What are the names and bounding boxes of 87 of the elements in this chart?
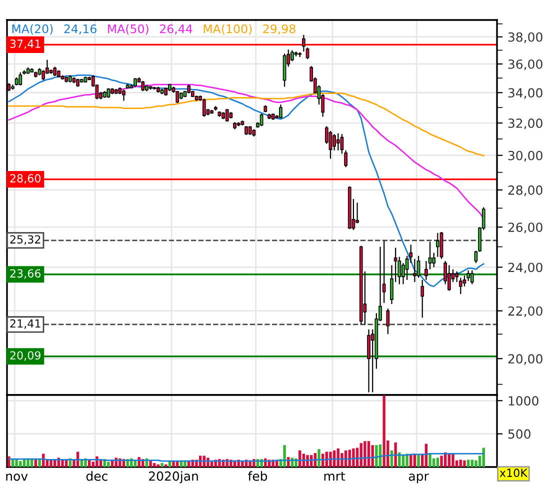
candlestick [386, 308, 390, 335]
candlestick [336, 132, 340, 151]
ref-line-label: 21,41 [10, 319, 40, 329]
y-tick-label: 32,00 [508, 118, 542, 130]
bar [318, 449, 320, 467]
bar [8, 456, 10, 467]
bar [210, 462, 214, 467]
bar [160, 463, 164, 467]
candlestick [122, 89, 126, 102]
x-tick-label: feb [248, 471, 268, 481]
bar [364, 441, 366, 467]
annotation: 26,44 [160, 24, 192, 35]
bar [406, 454, 408, 467]
x-tick-label: nov [6, 474, 28, 481]
ref-line-label: 28,60 [10, 174, 41, 184]
bar [19, 461, 22, 467]
bar [432, 458, 436, 467]
candlestick [455, 270, 458, 283]
candlestick [302, 34, 306, 52]
y-tick-label: 28,00 [508, 185, 542, 196]
y-tick-label: 30,00 [508, 150, 542, 162]
candlestick [279, 104, 282, 119]
bar [371, 445, 374, 467]
candlestick [440, 231, 444, 260]
y-tick-label: 34,00 [508, 88, 542, 99]
candlestick [176, 90, 180, 104]
ref-line-label: 37,41 [10, 40, 40, 50]
y-tick-label: 36,00 [508, 59, 542, 70]
bar [172, 461, 175, 467]
ref-line-label: 25,32 [10, 235, 40, 245]
y-tick-label: 1000 [508, 396, 538, 406]
x-tick-label: 2020jan [149, 471, 198, 484]
candlestick [470, 270, 474, 285]
line-series [8, 453, 484, 462]
y-tick-label: 20,00 [508, 354, 542, 365]
candlestick [413, 258, 416, 283]
candlestick [260, 113, 264, 127]
candlestick [225, 108, 229, 122]
bar [436, 458, 440, 467]
candlestick [106, 88, 110, 98]
bar [402, 455, 405, 467]
x-tick-label: dec [86, 471, 108, 481]
candlestick [53, 66, 57, 76]
bar [149, 461, 152, 467]
y-tick-label: 24,00 [508, 262, 542, 274]
candlestick [18, 72, 22, 86]
candlestick [332, 134, 336, 151]
ref-line-label: 23,66 [10, 269, 41, 279]
bar [394, 442, 397, 467]
bar [417, 454, 420, 467]
y-tick-label: 22,00 [508, 306, 542, 318]
bar [470, 460, 474, 467]
bar [329, 452, 332, 467]
bar [15, 459, 18, 467]
bar [466, 460, 470, 467]
bar [38, 459, 41, 467]
bar [107, 462, 110, 467]
candlestick [436, 232, 440, 258]
y-tick-label: 500 [508, 429, 530, 439]
candlestick [420, 279, 424, 318]
text: MA(50) [108, 24, 148, 35]
y-tick-label: 26,00 [508, 222, 542, 234]
y-tick-label: 38,00 [508, 32, 542, 44]
candlestick [202, 98, 206, 118]
bar [452, 454, 454, 467]
bar [241, 461, 244, 467]
annotation: 29,98 [263, 24, 296, 35]
candlestick [141, 80, 145, 92]
candlestick [447, 264, 451, 292]
bar [153, 463, 156, 467]
x-tick-label: apr [408, 474, 429, 484]
bar [440, 456, 443, 467]
candlestick [432, 252, 436, 268]
text: MA(20) [12, 24, 53, 35]
bar [283, 445, 286, 467]
bar [463, 460, 466, 467]
candlestick [328, 130, 332, 160]
bar [352, 448, 355, 467]
x-tick-label: mrt [324, 472, 346, 481]
bar [459, 460, 462, 467]
ref-line-label: 20,09 [10, 351, 40, 361]
annotation: 24,16 [64, 24, 96, 35]
bar [382, 395, 386, 467]
bar [375, 445, 378, 467]
candlestick [416, 255, 420, 278]
text: MA(100) [204, 24, 252, 35]
text: x10K [500, 468, 528, 478]
